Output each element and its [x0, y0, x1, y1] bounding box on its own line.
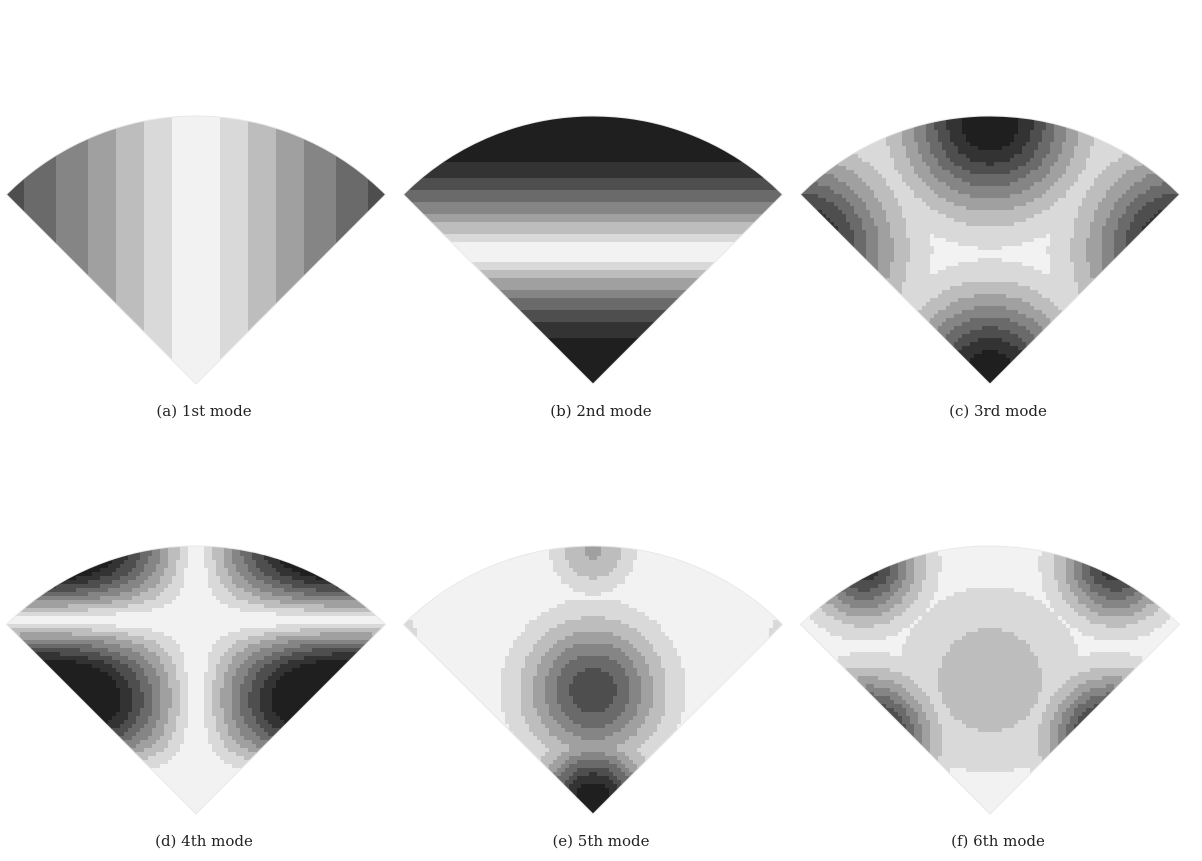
sector-outline [402, 115, 784, 385]
panel-4th-mode: (d) 4th mode [4, 430, 404, 860]
mode-shape-contour-plot [402, 545, 784, 815]
panel-caption: (f) 6th mode [951, 832, 1045, 850]
panel-5th-mode: (e) 5th mode [401, 430, 801, 860]
contour-field [6, 546, 386, 815]
panel-caption: (a) 1st mode [156, 402, 252, 420]
panel-caption: (e) 5th mode [552, 832, 650, 850]
contour-field [403, 116, 783, 385]
panel-caption: (d) 4th mode [155, 832, 253, 850]
panel-1st-mode: (a) 1st mode [4, 0, 404, 430]
mode-shape-contour-plot [799, 545, 1181, 815]
sector-outline [5, 115, 387, 385]
contour-field [6, 116, 386, 385]
contour-field [403, 546, 783, 815]
mode-shape-contour-plot [5, 545, 387, 815]
mode-shape-contour-plot [5, 115, 387, 385]
sector-outline [799, 545, 1181, 815]
sector-outline [5, 545, 387, 815]
panel-3rd-mode: (c) 3rd mode [798, 0, 1198, 430]
contour-field [800, 116, 1180, 385]
panel-caption: (c) 3rd mode [949, 402, 1047, 420]
sector-outline [402, 545, 784, 815]
mode-shape-contour-plot [799, 115, 1181, 385]
sector-outline [799, 115, 1181, 385]
panel-2nd-mode: (b) 2nd mode [401, 0, 801, 430]
contour-field [800, 546, 1180, 815]
mode-shape-contour-plot [402, 115, 784, 385]
panel-6th-mode: (f) 6th mode [798, 430, 1198, 860]
panel-caption: (b) 2nd mode [550, 402, 652, 420]
